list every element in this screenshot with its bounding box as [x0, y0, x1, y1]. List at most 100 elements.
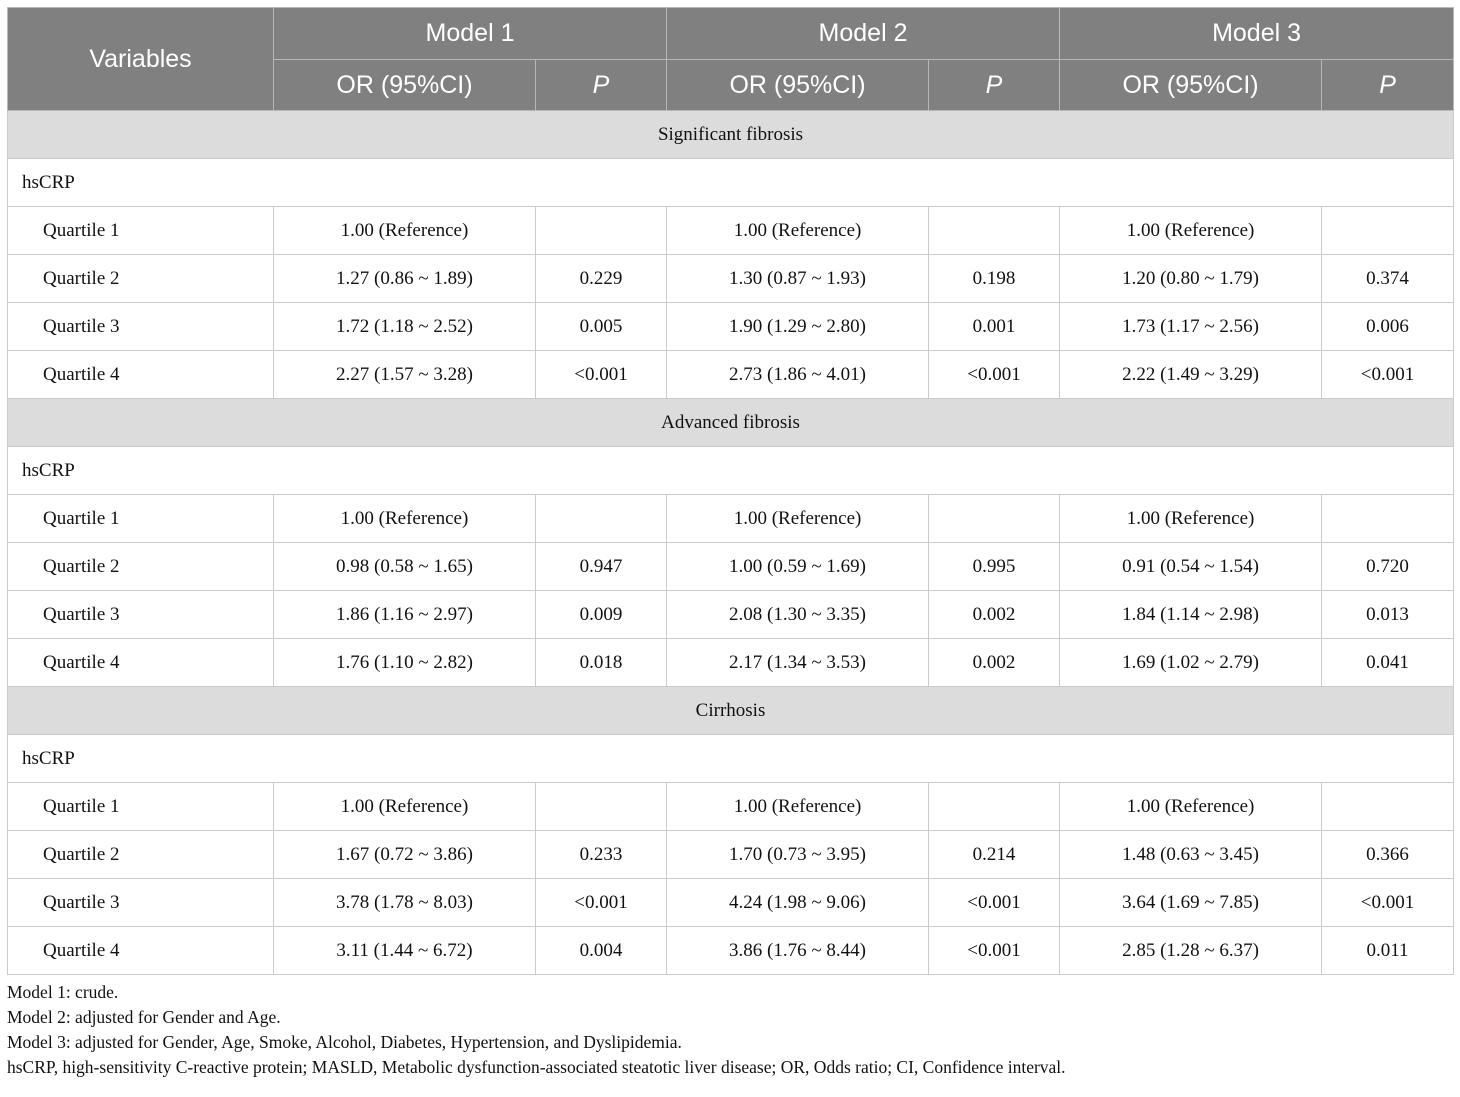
- header-variables: Variables: [7, 7, 274, 111]
- p-cell: 0.004: [534, 926, 668, 975]
- subheading-row: hsCRP: [6, 734, 1455, 783]
- p-cell: 0.947: [534, 542, 668, 591]
- row-label: Quartile 1: [7, 206, 274, 255]
- table-body: Significant fibrosis hsCRP Quartile 1 1.00 …: [6, 110, 1455, 975]
- header-model-1: Model 1: [272, 7, 668, 60]
- header-or-model-1: OR (95%CI): [273, 59, 536, 111]
- p-cell: 0.005: [534, 302, 668, 351]
- footnote-model-3: Model 3: adjusted for Gender, Age, Smoke…: [7, 1032, 682, 1052]
- or-cell: 2.85 (1.28 ~ 6.37): [1059, 926, 1323, 975]
- table-row: Quartile 3 1.86 (1.16 ~ 2.97) 0.009 2.08 (1…: [7, 590, 1455, 639]
- or-cell: 3.11 (1.44 ~ 6.72): [273, 926, 536, 975]
- table-container: Variables Model 1 Model 2 Model 3 OR (95…: [6, 7, 1455, 1080]
- p-cell: [1321, 782, 1455, 831]
- header-p-model-1: P: [534, 59, 668, 111]
- header-p-model-3: P: [1321, 59, 1455, 111]
- p-cell: 0.229: [534, 254, 668, 303]
- row-label: Quartile 2: [7, 830, 274, 879]
- or-cell: 1.48 (0.63 ~ 3.45): [1059, 830, 1323, 879]
- or-cell: 3.86 (1.76 ~ 8.44): [666, 926, 930, 975]
- p-cell: 0.374: [1321, 254, 1455, 303]
- p-cell: [928, 206, 1061, 255]
- table-header: Variables Model 1 Model 2 Model 3 OR (95…: [7, 7, 1455, 111]
- p-cell: [928, 494, 1061, 543]
- or-cell: 1.00 (0.59 ~ 1.69): [666, 542, 930, 591]
- or-cell: 1.00 (Reference): [273, 206, 536, 255]
- or-cell: 2.22 (1.49 ~ 3.29): [1059, 350, 1323, 399]
- p-cell: [534, 782, 668, 831]
- header-or-model-3: OR (95%CI): [1059, 59, 1323, 111]
- p-cell: 0.041: [1321, 638, 1455, 687]
- header-p-model-2: P: [928, 59, 1061, 111]
- section-title: Cirrhosis: [6, 686, 1455, 735]
- table-row: Quartile 2 1.27 (0.86 ~ 1.89) 0.229 1.30 (0…: [7, 254, 1455, 303]
- or-cell: 2.27 (1.57 ~ 3.28): [273, 350, 536, 399]
- or-cell: 1.76 (1.10 ~ 2.82): [273, 638, 536, 687]
- p-cell: 0.009: [534, 590, 668, 639]
- or-cell: 3.64 (1.69 ~ 7.85): [1059, 878, 1323, 927]
- or-cell: 2.73 (1.86 ~ 4.01): [666, 350, 930, 399]
- section-row: Significant fibrosis: [6, 110, 1455, 159]
- or-cell: 0.98 (0.58 ~ 1.65): [273, 542, 536, 591]
- table-row: Quartile 1 1.00 (Reference) 1.00 (Referenc…: [7, 494, 1455, 543]
- or-cell: 3.78 (1.78 ~ 8.03): [273, 878, 536, 927]
- table-row: Quartile 3 1.72 (1.18 ~ 2.52) 0.005 1.90 (1…: [7, 302, 1455, 351]
- or-cell: 1.27 (0.86 ~ 1.89): [273, 254, 536, 303]
- results-table: Variables Model 1 Model 2 Model 3 OR (95…: [6, 7, 1455, 975]
- p-cell: 0.011: [1321, 926, 1455, 975]
- header-model-2: Model 2: [666, 7, 1061, 60]
- row-label: Quartile 3: [7, 878, 274, 927]
- or-cell: 0.91 (0.54 ~ 1.54): [1059, 542, 1323, 591]
- or-cell: 1.00 (Reference): [666, 206, 930, 255]
- p-cell: 0.002: [928, 590, 1061, 639]
- table-row: Quartile 2 1.67 (0.72 ~ 3.86) 0.233 1.70 (0…: [7, 830, 1455, 879]
- or-cell: 1.00 (Reference): [666, 494, 930, 543]
- p-cell: 0.001: [928, 302, 1061, 351]
- p-cell: <0.001: [928, 350, 1061, 399]
- footnote-model-2: Model 2: adjusted for Gender and Age.: [7, 1007, 281, 1027]
- row-label: Quartile 2: [7, 254, 274, 303]
- p-cell: [534, 206, 668, 255]
- or-cell: 1.90 (1.29 ~ 2.80): [666, 302, 930, 351]
- row-label: Quartile 1: [7, 782, 274, 831]
- p-cell: 0.002: [928, 638, 1061, 687]
- p-cell: <0.001: [1321, 350, 1455, 399]
- section-title: Significant fibrosis: [6, 110, 1455, 159]
- or-cell: 2.08 (1.30 ~ 3.35): [666, 590, 930, 639]
- subheading-label: hsCRP: [6, 158, 1455, 207]
- subheading-label: hsCRP: [6, 446, 1455, 495]
- p-cell: 0.233: [534, 830, 668, 879]
- p-cell: <0.001: [534, 878, 668, 927]
- table-row: Quartile 1 1.00 (Reference) 1.00 (Referenc…: [7, 206, 1455, 255]
- or-cell: 1.00 (Reference): [1059, 494, 1323, 543]
- p-cell: 0.214: [928, 830, 1061, 879]
- table-row: Quartile 4 2.27 (1.57 ~ 3.28) <0.001 2.73 (…: [7, 350, 1455, 399]
- footnote-model-1: Model 1: crude.: [7, 982, 119, 1002]
- or-cell: 1.00 (Reference): [1059, 206, 1323, 255]
- p-cell: 0.018: [534, 638, 668, 687]
- p-cell: [928, 782, 1061, 831]
- or-cell: 1.00 (Reference): [1059, 782, 1323, 831]
- header-or-model-2: OR (95%CI): [666, 59, 930, 111]
- or-cell: 1.00 (Reference): [666, 782, 930, 831]
- row-label: Quartile 3: [7, 590, 274, 639]
- p-cell: [1321, 206, 1455, 255]
- p-cell: 0.995: [928, 542, 1061, 591]
- row-label: Quartile 4: [7, 926, 274, 975]
- table-row: Quartile 4 3.11 (1.44 ~ 6.72) 0.004 3.86 (1…: [7, 926, 1455, 975]
- or-cell: 1.72 (1.18 ~ 2.52): [273, 302, 536, 351]
- table-row: Quartile 2 0.98 (0.58 ~ 1.65) 0.947 1.00 (0…: [7, 542, 1455, 591]
- p-cell: <0.001: [534, 350, 668, 399]
- subheading-label: hsCRP: [6, 734, 1455, 783]
- or-cell: 1.69 (1.02 ~ 2.79): [1059, 638, 1323, 687]
- footnotes: Model 1: crude. Model 2: adjusted for Ge…: [7, 980, 1453, 1080]
- row-label: Quartile 4: [7, 350, 274, 399]
- section-row: Cirrhosis: [6, 686, 1455, 735]
- subheading-row: hsCRP: [6, 158, 1455, 207]
- section-row: Advanced fibrosis: [6, 398, 1455, 447]
- or-cell: 1.67 (0.72 ~ 3.86): [273, 830, 536, 879]
- section-title: Advanced fibrosis: [6, 398, 1455, 447]
- or-cell: 1.20 (0.80 ~ 1.79): [1059, 254, 1323, 303]
- p-cell: <0.001: [1321, 878, 1455, 927]
- row-label: Quartile 4: [7, 638, 274, 687]
